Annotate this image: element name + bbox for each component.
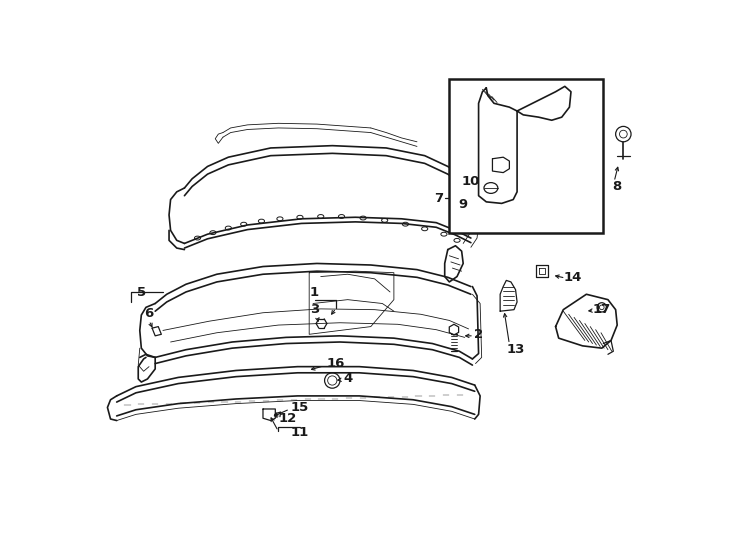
Text: 17: 17 [592,303,611,316]
Text: 3: 3 [310,303,319,316]
Text: 2: 2 [474,328,483,341]
Text: 10: 10 [462,176,480,188]
Text: 15: 15 [291,401,309,414]
Text: 12: 12 [278,413,297,426]
Text: 8: 8 [613,180,622,193]
Bar [449,79,603,233]
Text: 14: 14 [563,271,582,284]
Text: 9: 9 [459,198,468,212]
Text: 5: 5 [137,286,146,299]
Text: 6: 6 [145,307,153,320]
Text: 1: 1 [310,286,319,299]
Text: 4: 4 [343,373,352,386]
Text: 13: 13 [506,343,525,356]
Text: 16: 16 [327,357,345,370]
Text: 11: 11 [291,427,309,440]
Text: 7: 7 [434,192,443,205]
